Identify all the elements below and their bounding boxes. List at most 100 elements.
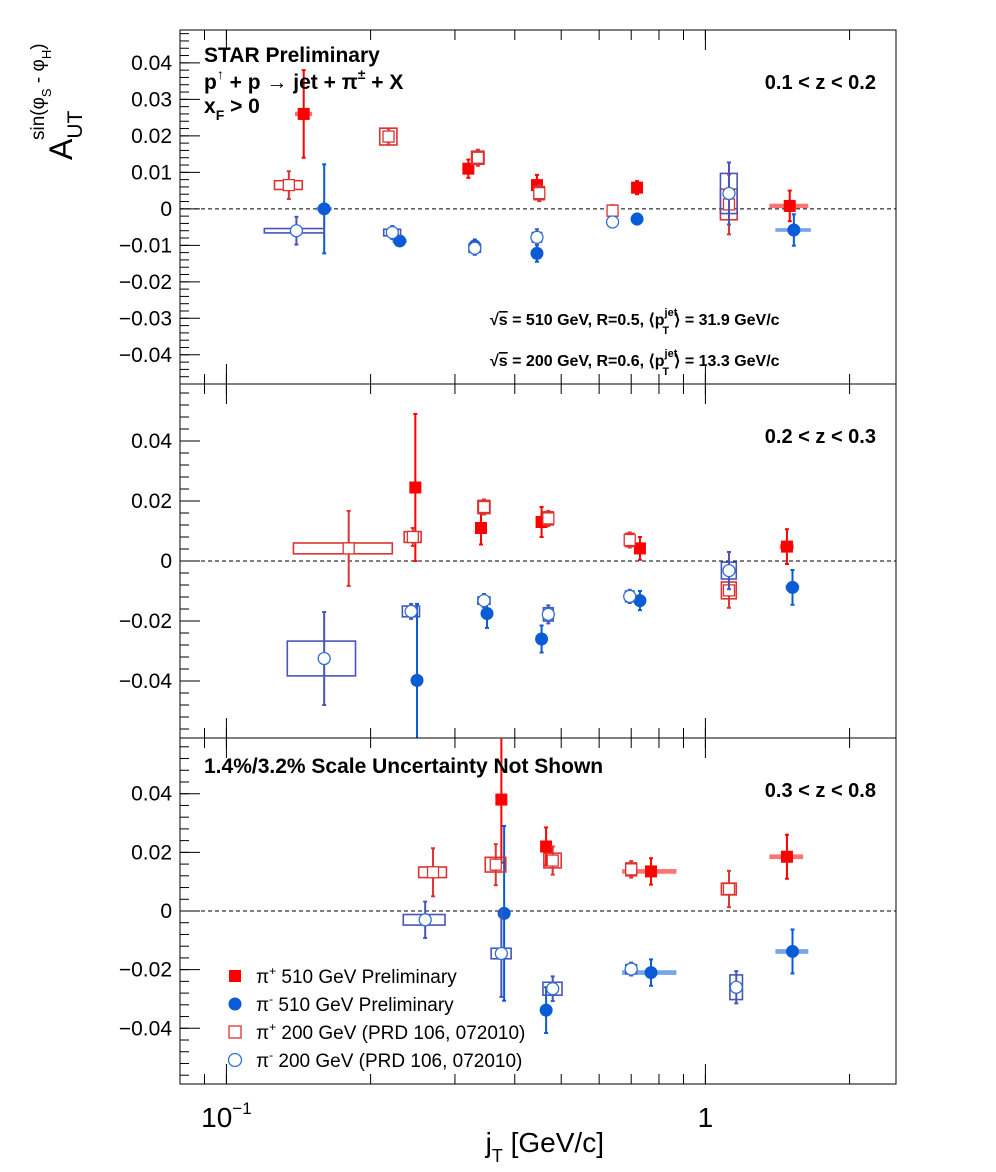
data-point <box>624 962 638 976</box>
series-layer <box>263 69 811 263</box>
legend-sup: - <box>269 1048 273 1062</box>
data-point <box>785 580 799 594</box>
process-b: + p → jet + π <box>224 71 358 94</box>
data-point <box>633 542 646 555</box>
data-point <box>317 651 331 666</box>
data-point <box>722 882 736 896</box>
y-tick-label: 0.04 <box>131 52 172 75</box>
x-tick-exponent: −1 <box>232 1099 251 1118</box>
xf-label: xF > 0 <box>204 95 260 123</box>
note-sub: T <box>662 325 669 337</box>
series-pim200 <box>286 551 738 706</box>
note-post: ⟩ = 31.9 GeV/c <box>674 312 780 329</box>
energy-note: √s = 200 GeV, R=0.6, ⟨pjet T ⟩ = 13.3 GeV/… <box>490 348 780 378</box>
energy-note: √s = 510 GeV, R=0.5, ⟨pjet T ⟩ = 31.9 GeV/… <box>490 307 780 337</box>
data-point <box>722 186 736 201</box>
data-point <box>540 840 553 853</box>
data-point <box>630 212 644 226</box>
data-point <box>780 850 793 863</box>
process-arrow: ↑ <box>217 66 224 82</box>
legend-marker <box>227 1052 243 1068</box>
y-tick-label: 0.04 <box>131 783 172 806</box>
data-point <box>787 223 801 237</box>
series-pip200 <box>292 498 738 609</box>
legend-text: 200 GeV (PRD 106, 072010) <box>273 1051 522 1072</box>
y-tick-label: −0.02 <box>119 610 172 633</box>
data-point <box>410 673 424 687</box>
note-sub: T <box>662 366 669 378</box>
data-point <box>546 982 560 996</box>
x-tick-base: 10 <box>201 1102 232 1133</box>
sqrt-s: s <box>499 353 508 370</box>
legend-label: π- 510 GeV Preliminary <box>256 992 454 1016</box>
y-tick-label: 0.02 <box>131 490 172 513</box>
process-c: + X <box>365 71 403 94</box>
y-sup-h: H <box>39 50 54 59</box>
legend-symbol: π <box>256 967 269 988</box>
y-tick-label: −0.04 <box>119 344 172 367</box>
panel-2: 0.04 0.02 0 −0.02 −0.04 0.2 < z < 0.3 <box>119 383 897 739</box>
data-point <box>539 1003 553 1017</box>
sqrt-sign: √ <box>490 312 499 329</box>
data-point <box>297 107 310 120</box>
y-tick-label: 0 <box>160 900 172 923</box>
y-tick-label: 0.02 <box>131 125 172 148</box>
data-point <box>644 966 658 980</box>
data-point <box>722 563 736 578</box>
data-point <box>468 241 482 255</box>
data-point <box>530 230 544 244</box>
data-point <box>541 607 555 622</box>
z-range-label: 0.2 < z < 0.3 <box>765 426 876 448</box>
y-tick-label: 0.03 <box>131 88 172 111</box>
data-point <box>289 224 304 238</box>
data-point <box>385 225 399 240</box>
data-point <box>474 522 487 534</box>
legend-label: π+ 200 GeV (PRD 106, 072010) <box>256 1020 525 1044</box>
series-pip510 <box>409 413 794 565</box>
data-point <box>409 481 422 494</box>
y-sup-end: ) <box>28 43 49 49</box>
data-point <box>535 632 549 646</box>
legend-marker <box>228 1025 242 1039</box>
data-point <box>495 793 508 806</box>
data-point <box>542 512 555 525</box>
process-a: p <box>204 71 217 94</box>
data-point <box>623 589 637 604</box>
y-tick-label: −0.01 <box>119 234 172 257</box>
y-axis-label: AUT <box>43 110 87 160</box>
note-mid: = 510 GeV, R=0.5, ⟨p <box>508 312 665 329</box>
note-sup: jet <box>664 307 678 319</box>
series-pim200 <box>402 900 744 1005</box>
data-point <box>780 540 793 553</box>
y-tick-label: 0 <box>160 198 172 221</box>
series-pip200 <box>417 843 738 909</box>
series-pim510 <box>410 569 800 738</box>
data-point <box>480 607 494 620</box>
data-point <box>489 858 502 871</box>
y-sup-mid: - φ <box>28 59 49 88</box>
data-point <box>497 906 511 920</box>
x-tick-base: 1 <box>698 1102 714 1133</box>
note-sup: jet <box>664 348 678 360</box>
data-point <box>404 604 418 619</box>
series-pim200 <box>263 161 738 256</box>
experiment-label: STAR Preliminary <box>204 44 380 67</box>
data-point <box>729 980 743 994</box>
legend-marker <box>228 997 242 1011</box>
data-point <box>625 863 638 876</box>
x-axis-label-sub: T <box>492 1146 503 1166</box>
y-axis-label-base: A <box>43 138 79 160</box>
x-axis-label-rest: [GeV/c] <box>503 1127 604 1158</box>
z-range-label: 0.1 < z < 0.2 <box>765 72 876 94</box>
y-tick-label: −0.04 <box>119 670 172 693</box>
data-point <box>783 199 796 212</box>
legend-label: π- 200 GeV (PRD 106, 072010) <box>256 1048 522 1072</box>
y-sup-a: sin(φ <box>28 97 49 140</box>
y-tick-label: 0 <box>160 550 172 573</box>
legend-text: 510 GeV Preliminary <box>276 967 457 988</box>
sqrt-s: s <box>499 312 508 329</box>
data-point <box>631 181 644 194</box>
process-sup: ± <box>358 66 366 82</box>
